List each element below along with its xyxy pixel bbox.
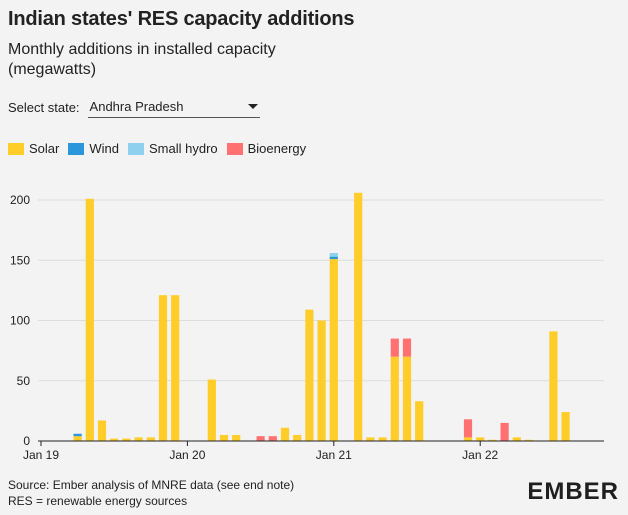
bar-wind <box>329 256 338 260</box>
bar-bioenergy <box>402 338 412 357</box>
legend-item-small-hydro[interactable]: Small hydro <box>127 141 218 156</box>
legend-swatch-small-hydro <box>127 142 144 155</box>
legend-item-solar[interactable]: Solar <box>8 141 59 156</box>
chart-title: Indian states' RES capacity additions <box>8 8 355 30</box>
legend-label-bioenergy: Bioenergy <box>247 141 307 156</box>
bar-solar <box>549 331 558 441</box>
x-tick-label: Jan 22 <box>462 448 498 462</box>
bar-solar <box>463 437 473 441</box>
bar-solar <box>219 434 229 441</box>
legend-swatch-solar <box>8 142 24 155</box>
state-selector-label: Select state: <box>8 99 80 115</box>
bar-solar <box>561 412 570 441</box>
legend-item-bioenergy[interactable]: Bioenergy <box>226 141 307 156</box>
chevron-down-icon <box>247 104 258 109</box>
y-tick-label: 50 <box>17 374 31 388</box>
bar-solar <box>402 356 412 441</box>
res-definition-note: RES = renewable energy sources <box>8 494 188 508</box>
x-tick-label: Jan 19 <box>23 448 59 462</box>
legend-swatch-bioenergy <box>226 142 243 155</box>
bar-small-hydro <box>329 253 338 257</box>
bar-solar <box>366 437 375 441</box>
bar-bioenergy <box>256 436 265 441</box>
legend-item-wind[interactable]: Wind <box>68 141 119 156</box>
bar-bioenergy <box>463 419 473 438</box>
bar-solar <box>73 436 82 441</box>
bar-solar <box>476 437 485 441</box>
bar-solar <box>280 427 290 441</box>
legend-label-solar: Solar <box>29 141 60 156</box>
bar-solar <box>134 437 143 441</box>
bar-solar <box>293 434 302 441</box>
state-select-value: Andhra Pradesh <box>89 99 184 114</box>
bar-wind <box>73 433 82 437</box>
chart-legend: Solar Wind Small hydro Bioenergy <box>8 141 315 156</box>
bar-solar <box>390 356 399 441</box>
state-select-dropdown[interactable]: Andhra Pradesh <box>87 96 260 118</box>
x-tick-label: Jan 20 <box>169 448 205 462</box>
bar-chart: 0 50 100 150 200 Jan 19 Jan 20 Jan 21 Jan 22 <box>10 192 604 462</box>
bar-bioenergy <box>500 422 509 441</box>
legend-swatch-wind <box>68 142 85 155</box>
bar-solar <box>207 379 216 441</box>
y-tick-label: 150 <box>10 253 30 267</box>
bar-solar <box>232 434 241 441</box>
bar-solar <box>488 439 497 441</box>
bar-solar <box>512 437 521 441</box>
bar-solar <box>305 309 314 441</box>
bar-solar <box>329 259 338 441</box>
legend-label-wind: Wind <box>89 141 119 156</box>
bar-solar <box>146 437 155 441</box>
x-tick-label: Jan 21 <box>316 448 352 462</box>
bar-solar <box>317 320 326 441</box>
y-tick-label: 100 <box>10 314 30 328</box>
chart-subtitle: Monthly additions in installed capacity … <box>8 41 276 78</box>
bar-solar <box>110 438 119 441</box>
source-note: Source: Ember analysis of MNRE data (see… <box>8 478 295 492</box>
bar-solar <box>122 438 131 441</box>
y-tick-label: 0 <box>23 434 30 448</box>
legend-label-small-hydro: Small hydro <box>148 141 218 156</box>
bar-bioenergy <box>268 436 277 441</box>
bar-solar <box>97 420 107 441</box>
bar-solar <box>415 401 424 441</box>
state-selector-row: Select state: Andhra Pradesh <box>8 96 260 118</box>
bar-solar <box>158 295 168 441</box>
bar-bioenergy <box>390 338 399 357</box>
chart-footer: Source: Ember analysis of MNRE data (see… <box>8 477 294 509</box>
bar-solar <box>85 198 94 441</box>
y-tick-label: 200 <box>10 193 30 207</box>
bar-solar <box>171 295 180 441</box>
ember-logo: EMBER <box>527 478 619 505</box>
bar-solar <box>524 439 534 441</box>
bar-solar <box>354 192 363 441</box>
bar-solar <box>378 437 387 441</box>
